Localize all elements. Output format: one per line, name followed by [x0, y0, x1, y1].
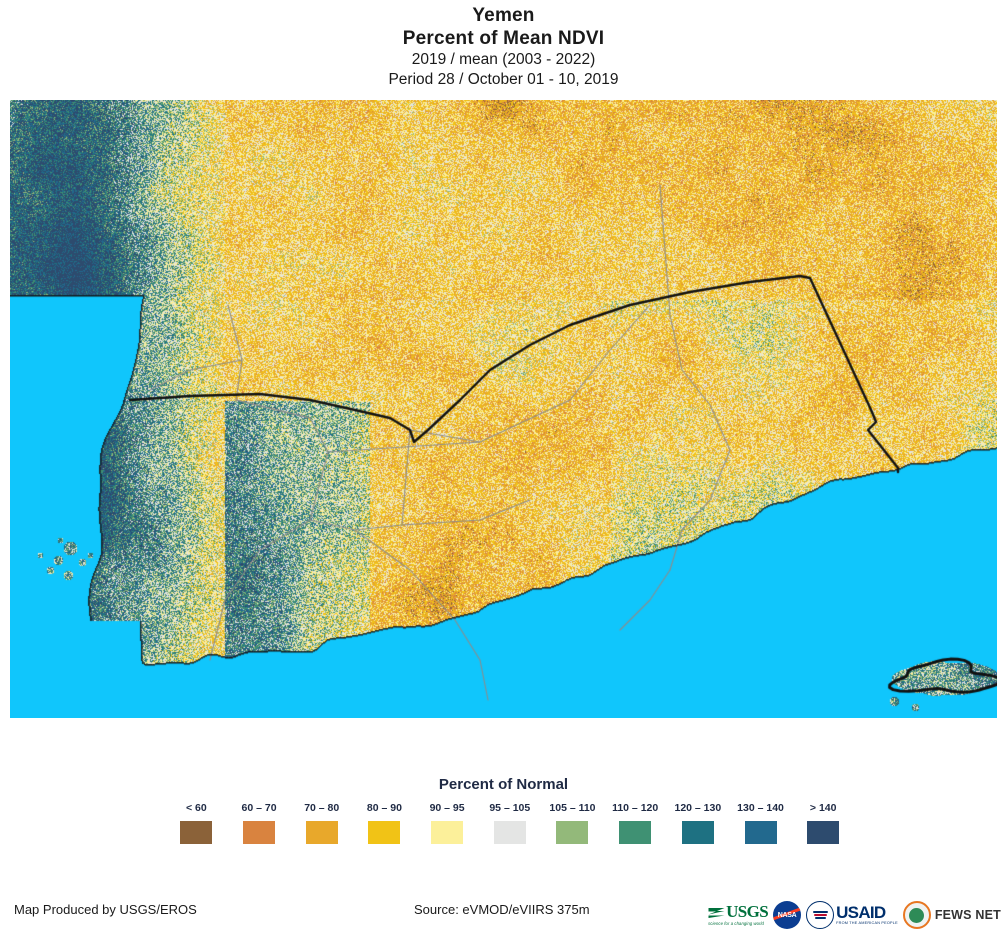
legend-item-swatch [556, 821, 589, 844]
usgs-wave-icon [708, 907, 725, 918]
legend-item-label: 105 – 110 [549, 802, 596, 814]
legend-item-label: 60 – 70 [241, 802, 277, 814]
legend-item: < 60 [165, 802, 228, 844]
usaid-seal-bar-bottom [814, 917, 826, 919]
fews-net-logo[interactable]: FEWS NET [902, 898, 1001, 932]
ndvi-raster-canvas[interactable] [10, 100, 997, 718]
legend-item: 80 – 90 [353, 802, 416, 844]
nasa-logo[interactable]: NASA [773, 898, 802, 932]
legend-item-swatch [681, 821, 714, 844]
legend-item-swatch [180, 821, 213, 844]
legend-item-label: 110 – 120 [612, 802, 659, 814]
legend-item-label: < 60 [185, 802, 207, 814]
legend-item: 120 – 130 [667, 802, 730, 844]
legend-item-swatch [619, 821, 652, 844]
usgs-wordmark: USGS [726, 902, 769, 922]
legend-item-label: 80 – 90 [366, 802, 402, 814]
legend-swatch-row: < 60 60 – 70 70 – 80 80 – 90 90 – 95 95 – 105… [165, 802, 855, 844]
legend-title: Percent of Normal [438, 776, 569, 793]
legend-item: 70 – 80 [290, 802, 353, 844]
legend-item: 90 – 95 [416, 802, 479, 844]
usaid-wordmark: USAID [836, 902, 886, 922]
legend-item-swatch [807, 821, 840, 844]
usgs-logo[interactable]: USGS science for a changing world [708, 898, 769, 932]
legend-item-swatch [744, 821, 777, 844]
footer: Map Produced by USGS/EROS Source: eVMOD/… [0, 895, 1007, 936]
usaid-seal-bar-top [812, 911, 828, 913]
legend-item-label: 70 – 80 [304, 802, 340, 814]
legend-item: > 140 [792, 802, 855, 844]
usgs-tagline: science for a changing world [708, 920, 764, 926]
page-subtitle-period-mean: 2019 / mean (2003 - 2022) [411, 51, 596, 68]
legend-item-swatch [305, 821, 338, 844]
usaid-seal-bar-mid [813, 914, 827, 916]
legend-item-label: 95 – 105 [489, 802, 531, 814]
legend-item-swatch [368, 821, 401, 844]
fews-globe-inner-icon [909, 907, 925, 923]
legend-item-label: 120 – 130 [674, 802, 722, 814]
usaid-tagline: FROM THE AMERICAN PEOPLE [836, 921, 898, 926]
legend: Percent of Normal < 60 60 – 70 70 – 80 80 –… [0, 770, 1007, 865]
legend-item-label: 130 – 140 [737, 802, 784, 814]
fews-globe-icon [902, 901, 931, 929]
fews-net-wordmark: FEWS NET [934, 908, 1001, 922]
nasa-wordmark: NASA [777, 911, 797, 919]
title-block: Yemen Percent of Mean NDVI 2019 / mean (… [0, 0, 1007, 100]
legend-item-swatch [493, 821, 526, 844]
legend-item: 110 – 120 [604, 802, 667, 844]
footer-source: Source: eVMOD/eVIIRS 375m [414, 902, 590, 917]
page-title-main: Percent of Mean NDVI [402, 28, 605, 49]
legend-item-swatch [431, 821, 464, 844]
usaid-seal-icon [806, 901, 835, 929]
legend-item: 130 – 140 [729, 802, 792, 844]
footer-produced-by: Map Produced by USGS/EROS [14, 902, 197, 917]
legend-item: 60 – 70 [228, 802, 291, 844]
usaid-logo[interactable]: USAID FROM THE AMERICAN PEOPLE [806, 898, 898, 932]
map-area[interactable] [10, 100, 997, 718]
page-title-country: Yemen [472, 5, 535, 26]
legend-item: 105 – 110 [541, 802, 604, 844]
footer-logo-strip: USGS science for a changing world NASA U… [708, 896, 1001, 934]
legend-item-swatch [243, 821, 276, 844]
nasa-meatball-icon: NASA [773, 901, 802, 929]
legend-item: 95 – 105 [478, 802, 541, 844]
legend-item-label: > 140 [809, 802, 837, 814]
legend-item-label: 90 – 95 [429, 802, 465, 814]
page-subtitle-date-range: Period 28 / October 01 - 10, 2019 [388, 71, 619, 88]
